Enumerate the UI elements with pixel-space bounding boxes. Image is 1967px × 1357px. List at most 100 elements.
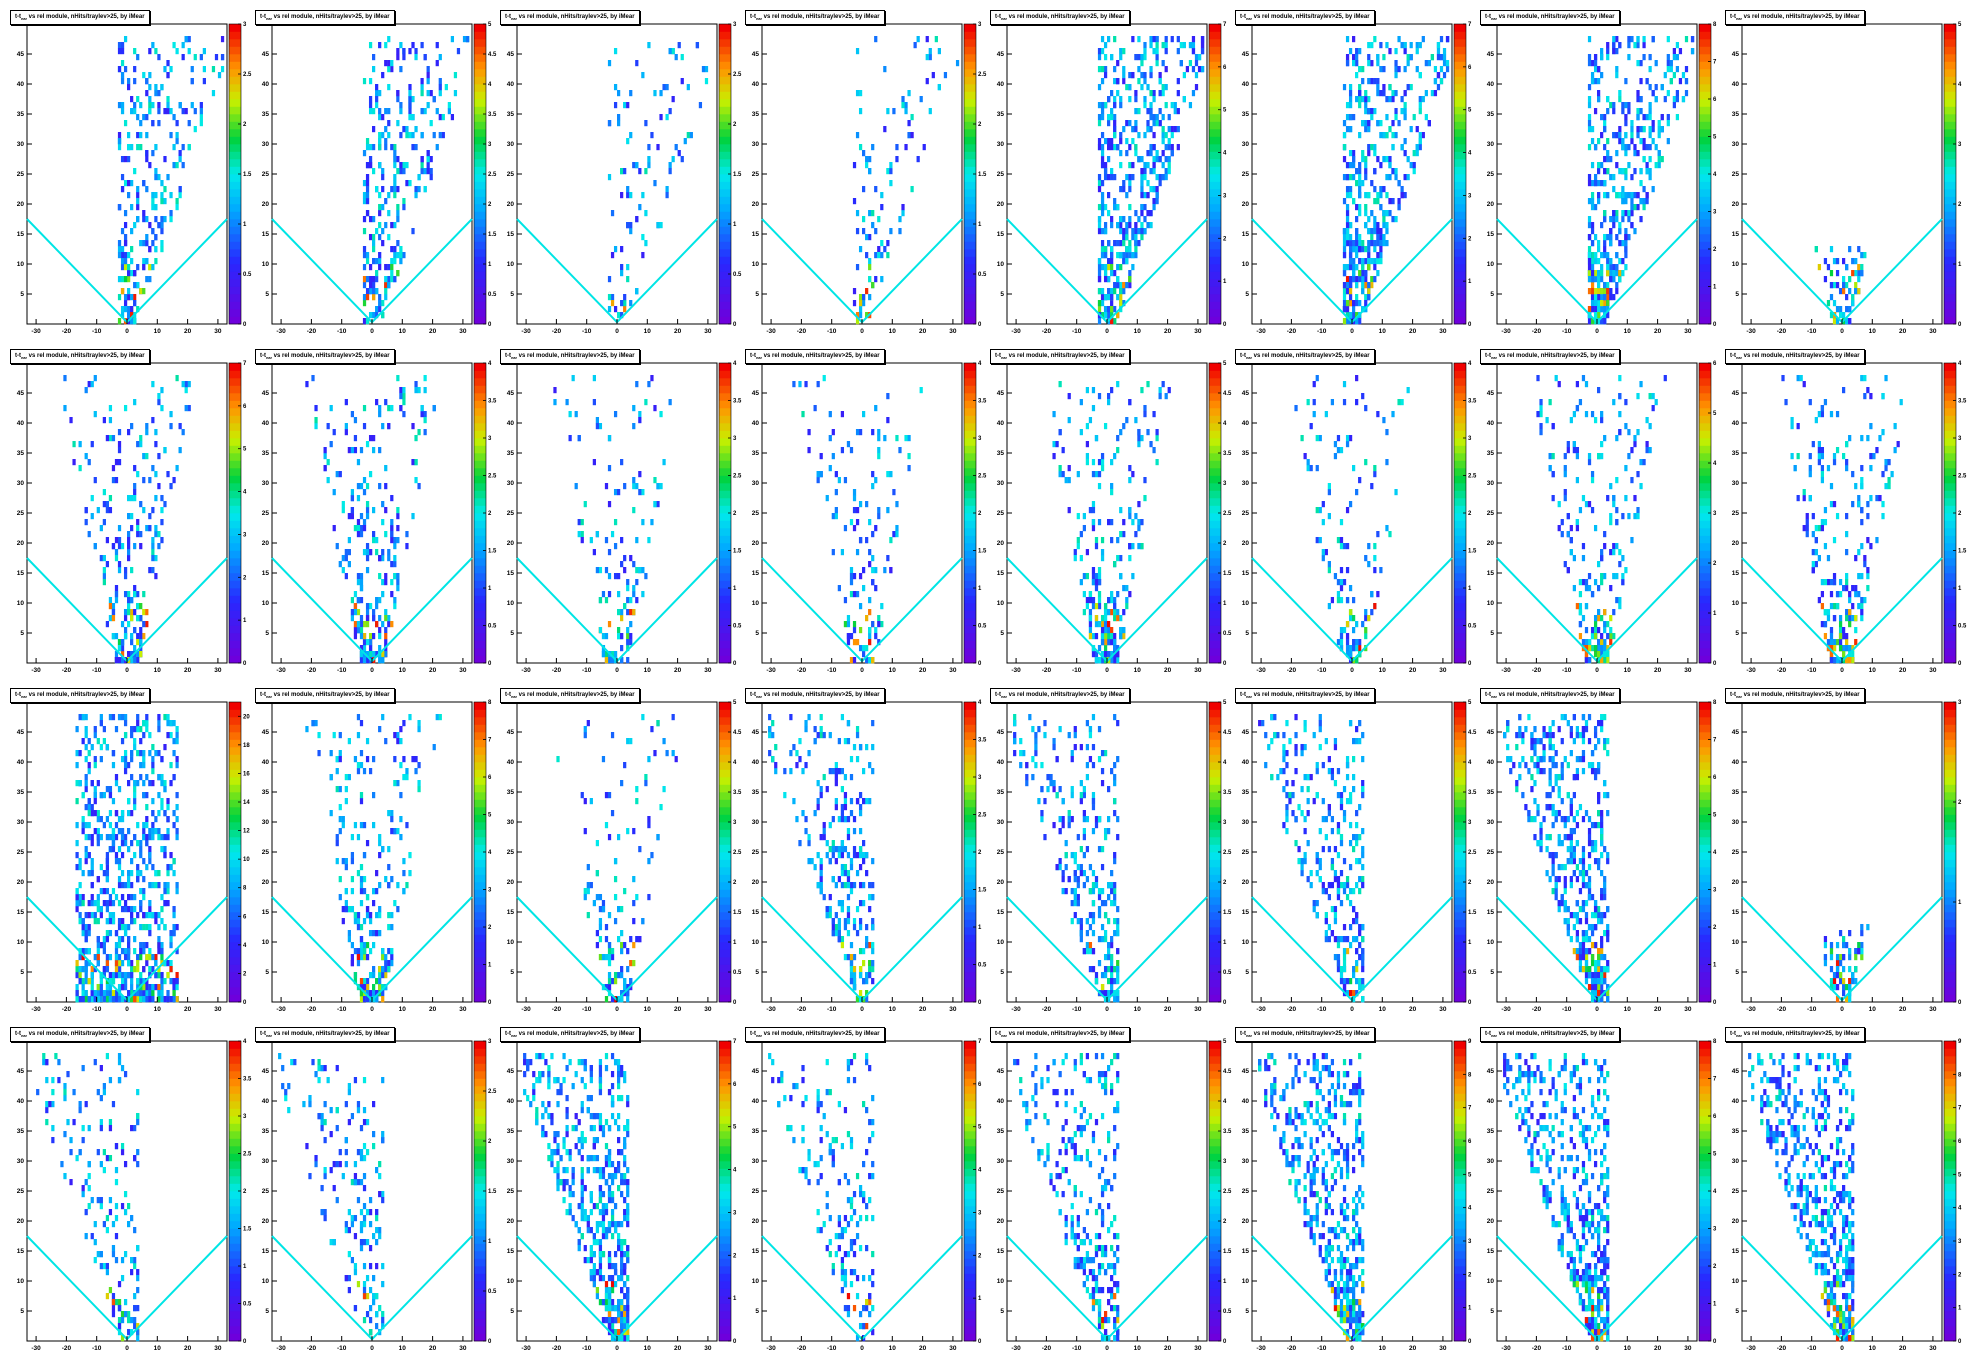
colorbar-segment — [229, 39, 241, 47]
heatmap-cell — [148, 264, 152, 271]
heatmap-cell — [148, 102, 152, 109]
heatmap-cell — [1832, 300, 1837, 307]
heatmap-cell — [650, 375, 654, 382]
heatmap-cell — [907, 90, 911, 97]
heatmap-cell — [414, 48, 418, 55]
heatmap-cell — [1361, 96, 1365, 103]
heatmap-cell — [384, 615, 388, 622]
heatmap-cell — [1364, 405, 1368, 412]
heatmap-cell — [136, 651, 140, 658]
heatmap-cell — [362, 525, 367, 532]
heatmap-cell — [1379, 186, 1383, 193]
heatmap-cell — [396, 54, 400, 61]
heatmap-cell — [849, 657, 854, 664]
colorbar-segment — [474, 558, 486, 566]
heatmap-cell — [139, 633, 143, 640]
colorbar-segment — [1944, 129, 1956, 137]
heatmap-cell — [1088, 417, 1093, 424]
heatmap-cell — [187, 144, 191, 151]
colorbar-segment — [229, 415, 241, 424]
heatmap-cell — [1391, 132, 1395, 139]
colorbar-segment — [719, 460, 731, 469]
heatmap-cell — [1161, 381, 1165, 388]
heatmap-cell — [157, 453, 161, 460]
colorbar-segment — [229, 595, 241, 604]
colorbar-segment — [1454, 294, 1466, 302]
heatmap-cell — [843, 597, 848, 604]
colorbar-segment — [1454, 136, 1466, 145]
heatmap-cell — [368, 282, 373, 289]
heatmap-cell — [356, 627, 361, 634]
colorbar-segment — [229, 498, 241, 506]
heatmap-cell — [1690, 36, 1695, 43]
colorbar-tick-label: 1 — [1223, 601, 1227, 607]
colorbar-segment — [964, 595, 976, 604]
heatmap-cell — [1155, 114, 1159, 121]
heatmap-cell — [163, 198, 167, 205]
heatmap-cell — [1639, 78, 1643, 85]
heatmap-cell — [1358, 186, 1362, 193]
colorbar-tick-label: 0 — [488, 322, 492, 328]
colorbar-segment — [964, 31, 976, 40]
colorbar-segment — [1454, 181, 1466, 190]
heatmap-cell — [344, 549, 348, 556]
heatmap-cell — [181, 162, 185, 169]
heatmap-cell — [629, 90, 633, 97]
heatmap-cell — [1107, 114, 1111, 121]
y-tick-label: 45 — [262, 51, 270, 58]
heatmap-cell — [1119, 282, 1123, 289]
heatmap-cell — [883, 435, 887, 442]
y-tick-label: 35 — [17, 450, 25, 457]
heatmap-cell — [381, 204, 385, 211]
colorbar-tick-label: 8 — [1713, 22, 1717, 28]
heatmap-cell — [1612, 36, 1616, 43]
colorbar-segment — [1944, 91, 1956, 100]
heatmap-cell — [99, 525, 103, 532]
heatmap-cell — [136, 525, 140, 532]
heatmap-cell — [641, 519, 645, 526]
heatmap-cell — [123, 591, 128, 598]
colorbar-segment — [964, 460, 976, 469]
colorbar-segment — [474, 430, 486, 439]
heatmap-cell — [1367, 126, 1371, 133]
heatmap-cell — [372, 276, 376, 283]
y-tick-label: 15 — [752, 570, 760, 577]
heatmap-cell — [368, 102, 373, 109]
heatmap-cell — [1131, 264, 1135, 271]
heatmap-cell — [1079, 399, 1083, 406]
y-tick-label: 15 — [262, 231, 270, 238]
heatmap-cell — [160, 387, 164, 394]
colorbar-segment — [1699, 309, 1711, 317]
colorbar-segment — [474, 535, 486, 544]
heatmap-cell — [120, 258, 125, 265]
heatmap-cell — [858, 144, 863, 151]
heatmap-cell — [151, 240, 155, 247]
heatmap-cell — [1606, 288, 1610, 295]
heatmap-cell — [604, 567, 609, 574]
heatmap-cell — [108, 615, 113, 622]
heatmap-cell — [1388, 96, 1392, 103]
heatmap-cell — [1654, 144, 1658, 151]
heatmap-cell — [1352, 114, 1356, 121]
colorbar-segment — [474, 393, 486, 401]
x-tick-label: 20 — [184, 328, 192, 335]
heatmap-cell — [626, 645, 630, 652]
heatmap-cell — [117, 276, 122, 283]
colorbar-segment — [719, 114, 731, 122]
heatmap-cell — [1370, 114, 1374, 121]
x-tick-label: -30 — [521, 328, 531, 335]
panel-title-sub: ear — [511, 16, 518, 22]
colorbar-segment — [474, 370, 486, 379]
heatmap-cell — [1339, 519, 1344, 526]
colorbar-segment — [474, 189, 486, 197]
heatmap-cell — [130, 294, 134, 301]
heatmap-cell — [93, 375, 97, 382]
heatmap-cell — [396, 90, 400, 97]
heatmap-cell — [1191, 48, 1196, 55]
heatmap-cell — [117, 537, 122, 544]
heatmap-cell — [154, 234, 158, 241]
heatmap-cell — [1603, 252, 1607, 259]
heatmap-cell — [1094, 603, 1099, 610]
heatmap-cell — [1835, 306, 1840, 313]
heatmap-cell — [604, 597, 609, 604]
